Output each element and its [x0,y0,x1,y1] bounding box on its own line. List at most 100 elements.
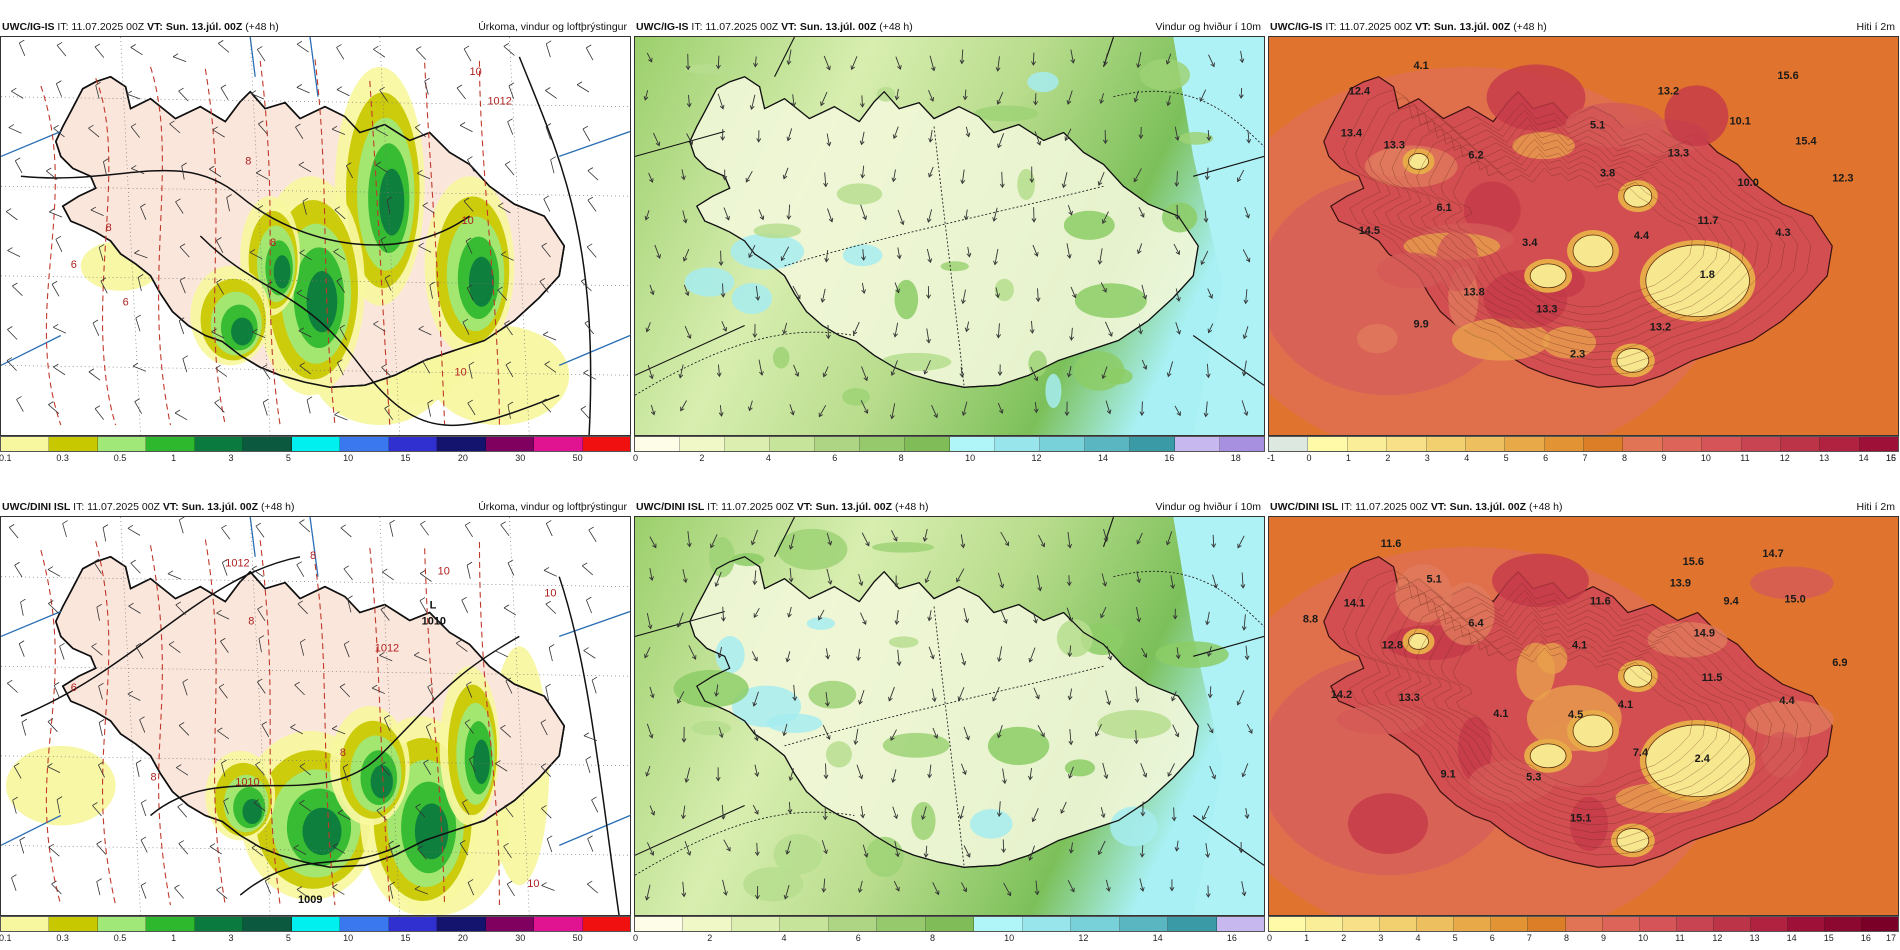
wind-barb [258,638,262,653]
temperature-patch [1395,564,1452,623]
wind-arrow [967,246,970,257]
wind-barb-flag [347,595,353,600]
wind-arrow-head [1207,328,1213,334]
wind-barb [215,367,228,377]
wind-barb-flag [95,81,101,86]
temperature-label: 13.4 [1341,128,1363,140]
wind-barb [257,608,266,621]
wind-barb-flag [414,885,421,890]
panel-header: UWC/DINI ISL IT: 11.07.2025 00Z VT: Sun.… [1268,498,1899,516]
wind-arrow [718,727,723,738]
wind-barb-flag [337,809,344,814]
isotherm-contour [1367,105,1785,361]
wind-arrow [861,165,865,178]
wind-barb-flag [223,797,229,802]
wind-arrow-head [933,734,939,739]
wind-barb [347,598,352,613]
temperature-label: 8.8 [1303,613,1318,625]
wind-arrow-head [996,100,1002,105]
wind-barb [587,883,599,894]
wind-barb [218,43,230,53]
wind-barb [381,366,392,378]
wind-arrow [721,804,724,819]
colorbar-swatch [950,437,995,451]
wind-barb [373,48,386,58]
wind-barb [178,725,190,736]
colorbar-tick-label: 8 [929,933,935,943]
forecast-map[interactable]: 8 1012 8 10 10 1012 6 8 8 1010 10 L 1010 1009 [0,516,631,916]
wind-barb-flag [373,45,379,50]
wind-barb-flag [380,761,386,766]
wind-barb [343,644,350,658]
colorbar-tick-label: 2 [1341,933,1347,943]
colorbar-tick-label: 1 [171,453,177,463]
wind-barb [178,90,189,102]
wind-barb [88,371,101,381]
wind-barb [333,251,346,260]
wind-patch [881,352,952,372]
wind-arrow [965,209,968,220]
temperature-label: 13.3 [1536,304,1557,316]
forecast-map[interactable]: 8 6 8 6 8 10 10 1012 10 [0,36,631,436]
wind-barb [332,846,346,854]
graticule-line [1,334,62,366]
pressure-center-label: 1010 [422,615,446,627]
wind-arrow-head [788,577,794,583]
wind-barb-flag [12,796,18,801]
wind-barb-flag [47,718,54,722]
colorbar-tick-label: 16 [1226,933,1237,943]
wind-barb [462,321,470,335]
wind-arrow [1140,763,1147,778]
wind-arrow [1002,768,1006,784]
wind-arrow [715,571,722,587]
wind-barb [135,646,144,659]
colorbar-swatch [49,437,98,451]
isoline-label: 8 [151,772,157,784]
wind-barb [373,323,386,332]
wind-arrow-head [858,774,864,780]
wind-barb-flag [545,600,551,605]
wind-arrow [722,606,724,621]
wind-arrow-head [1138,329,1143,335]
wind-arrow-head [1203,412,1209,418]
wind-barb [46,170,58,180]
wind-barb-flag [299,762,306,767]
wind-barb [296,292,310,301]
colorbar-swatch [1662,437,1703,451]
wind-arrow-head [649,178,654,183]
wind-barb [463,200,474,212]
wind-arrow [1069,688,1073,700]
wind-arrow-head [1174,732,1180,738]
wind-arrow-head [930,654,935,660]
wind-arrow-head [1070,58,1076,64]
wind-arrow-head [715,776,721,782]
valid-time-label: VT: [796,501,813,513]
colorbar-swatch [1780,437,1821,451]
forecast-map[interactable] [634,516,1265,916]
wind-barb-flag [255,169,262,174]
wind-arrow [888,686,895,701]
wind-barb [343,568,353,580]
wind-arrow-head [645,327,651,333]
forecast-map[interactable]: 11.6 5.1 15.6 14.7 14.1 11.6 13.9 9.4 15.0 8.8 6.4… [1268,516,1899,916]
wind-arrow-head [995,67,1001,72]
wind-arrow [1237,169,1245,182]
wind-arrow-head [682,578,688,584]
temperature-label: 4.1 [1618,699,1633,711]
wind-arrow-head [1068,773,1073,779]
wind-barb-flag [216,237,222,241]
colorbar-tick-label: 0.1 [0,933,12,943]
wind-patch [1017,168,1036,201]
forecast-map[interactable] [634,36,1265,436]
forecast-map[interactable]: 4.1 12.4 13.2 15.6 13.4 13.3 5.1 10.1 15.4 6.2 13.… [1268,36,1899,436]
temperature-label: 11.7 [1698,215,1719,227]
wind-patch [894,279,919,320]
wind-barb [134,252,148,259]
wind-arrow-head [645,771,650,777]
wind-arrow [962,401,968,416]
wind-barb [466,565,471,579]
wind-arrow [826,133,830,146]
colorbar-tick-label: 50 [572,933,583,943]
temperature-label: 11.6 [1590,596,1611,608]
wind-barb [417,848,427,860]
